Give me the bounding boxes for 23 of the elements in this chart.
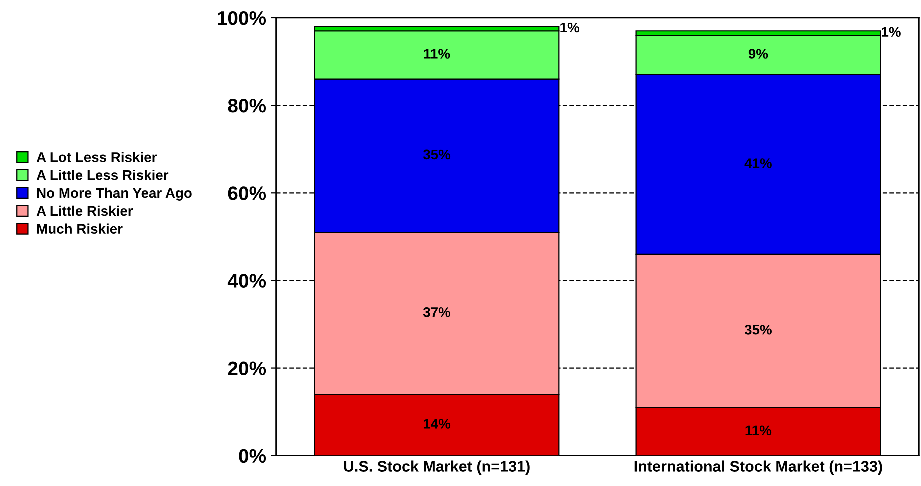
legend-label: No More Than Year Ago — [37, 188, 192, 201]
legend-label: A Lot Less Riskier — [36, 152, 157, 162]
data-label: 41% — [744, 158, 772, 168]
y-tick-label: 40% — [228, 274, 266, 288]
data-label: 37% — [423, 307, 451, 318]
legend-label: Much Riskier — [37, 224, 123, 234]
x-tick-label: International Stock Market (n=133) — [634, 460, 882, 475]
x-tick-label: U.S. Stock Market (n=131) — [344, 460, 530, 475]
data-label: 1% — [882, 27, 901, 38]
data-label: 14% — [424, 419, 451, 429]
legend-label: A Little Less Riskier — [36, 170, 169, 180]
data-label: 35% — [423, 150, 451, 160]
y-tick-label: 80% — [228, 99, 266, 113]
data-label: 35% — [744, 324, 772, 335]
y-tick-label: 0% — [239, 449, 266, 464]
data-label: 9% — [748, 49, 768, 59]
data-label: 11% — [424, 49, 450, 59]
y-tick-label: 60% — [228, 186, 266, 200]
legend-label: A Little Riskier — [36, 206, 134, 216]
data-label: 1% — [560, 22, 580, 33]
y-tick-label: 100% — [218, 11, 266, 26]
y-tick-label: 20% — [228, 362, 266, 376]
data-label: 11% — [746, 426, 772, 436]
